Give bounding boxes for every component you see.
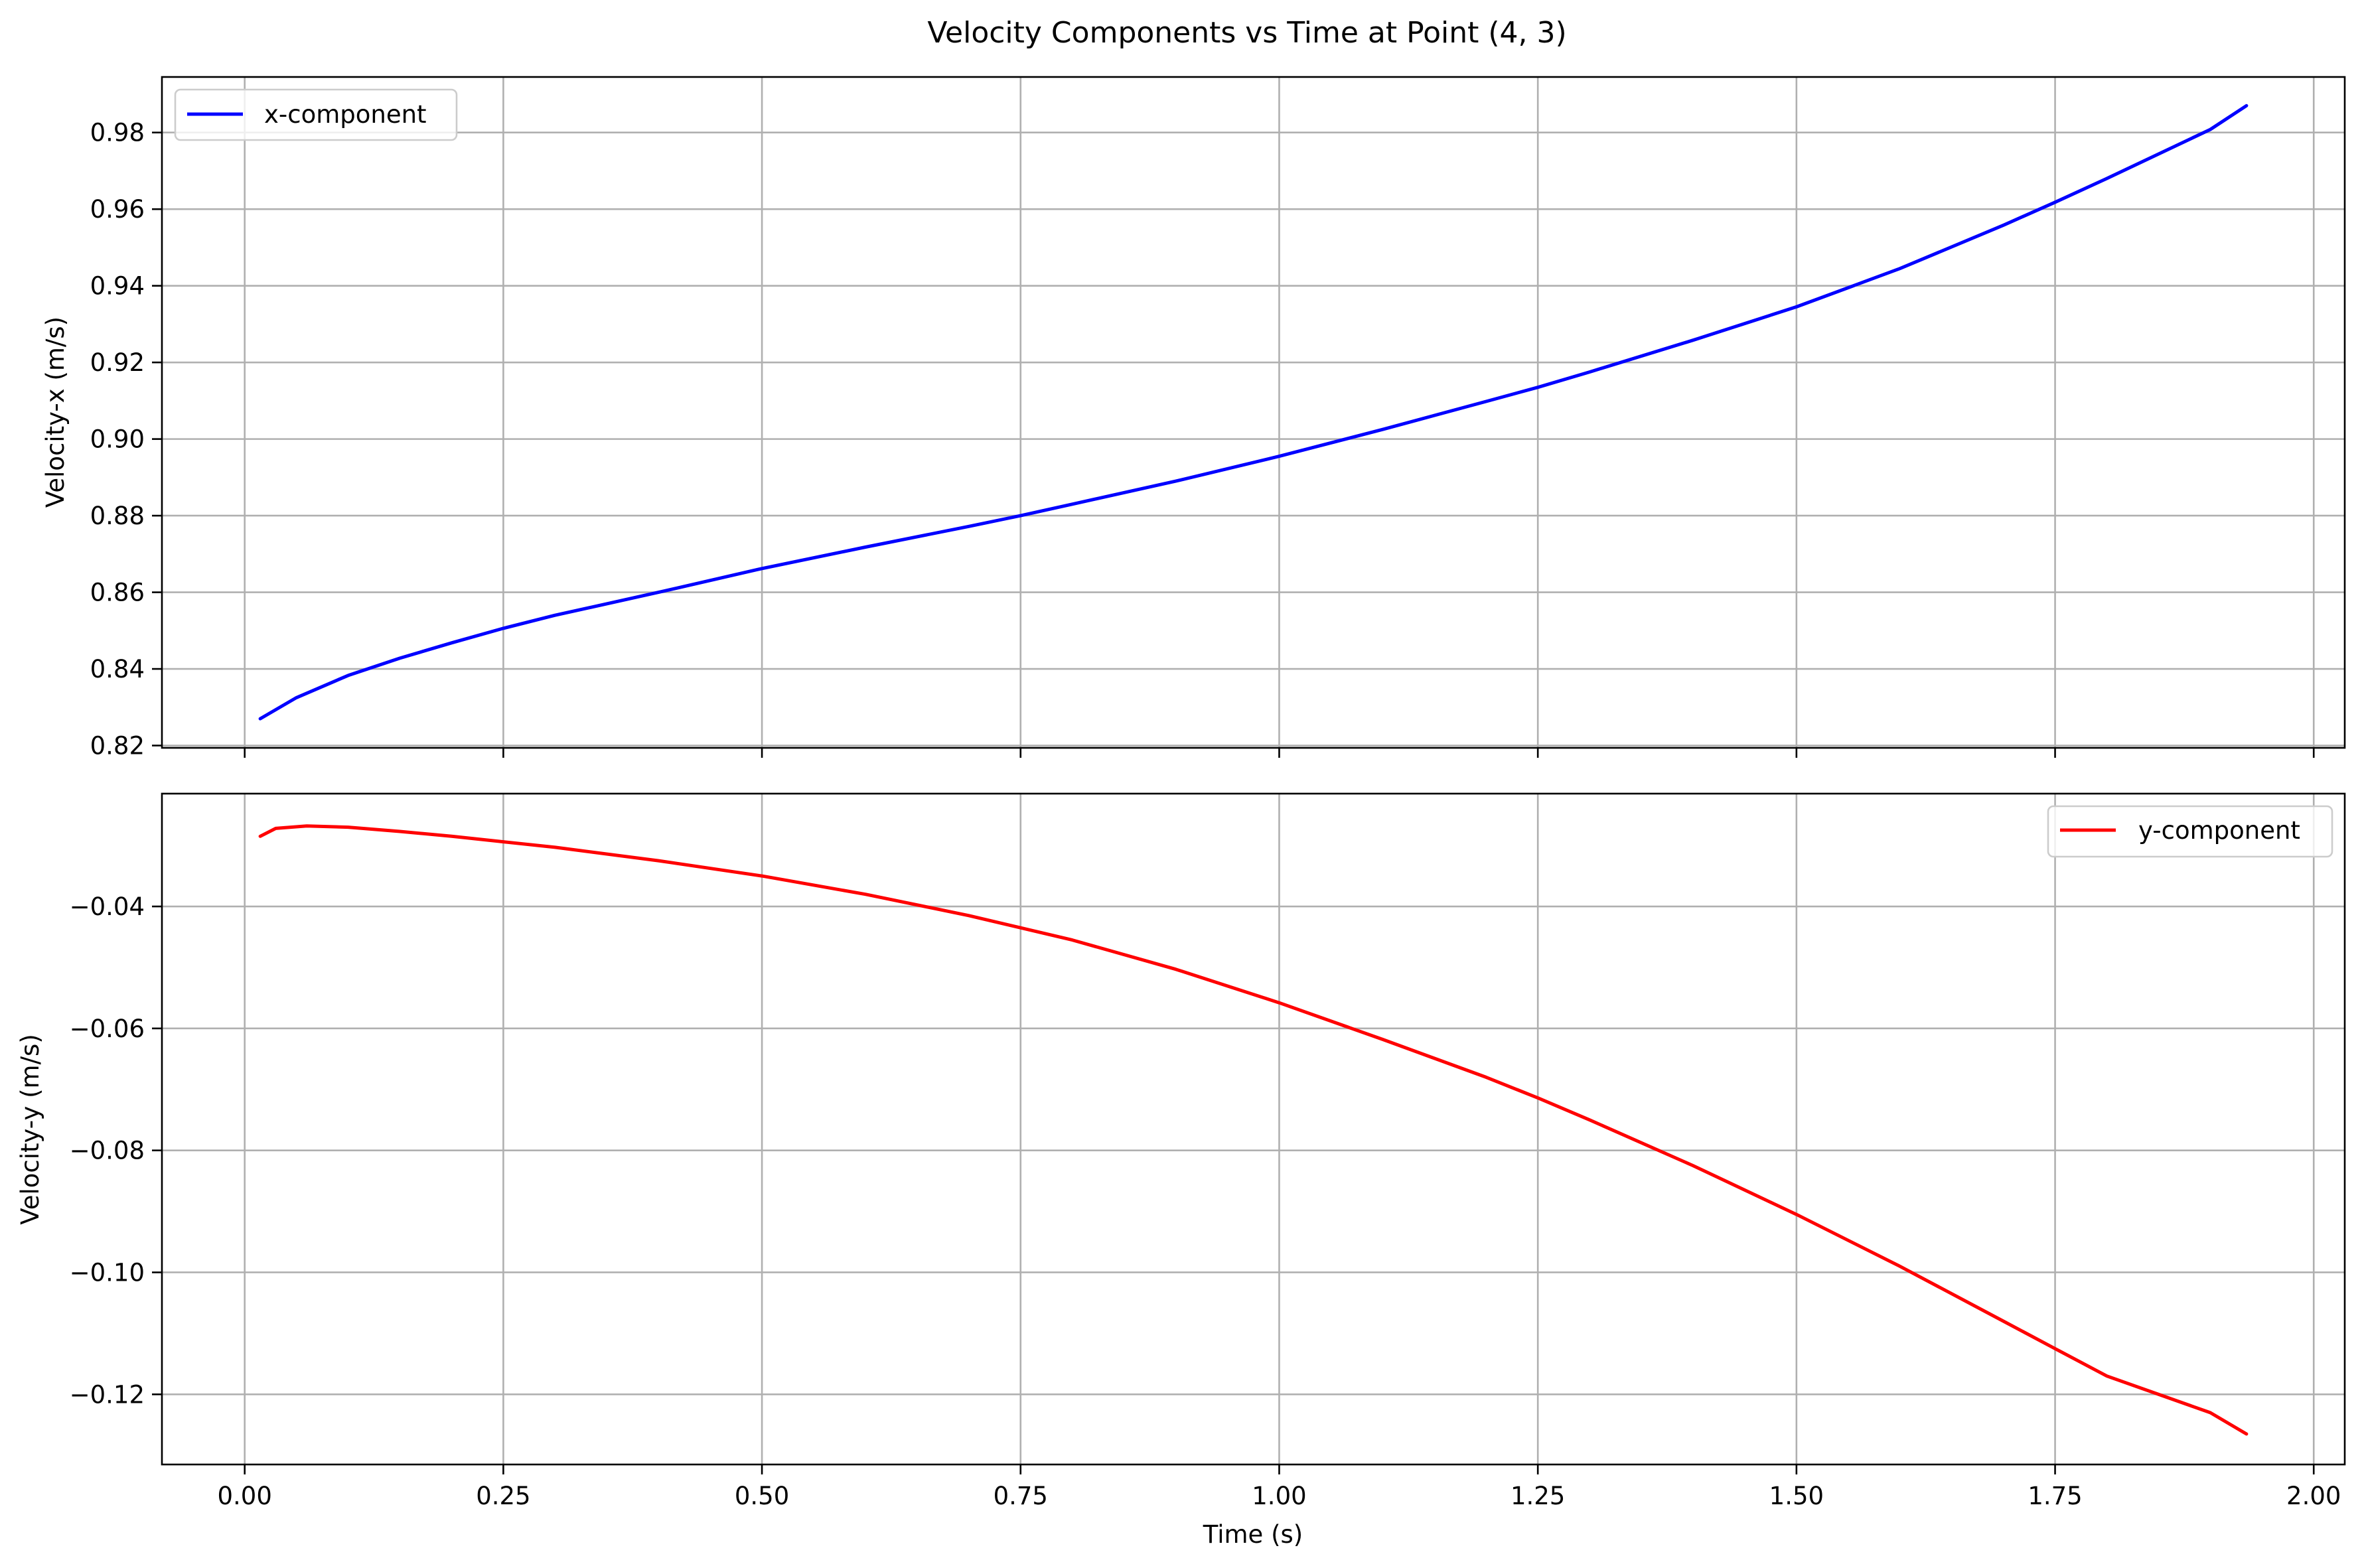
velocity-y-ytick-label: −0.08 xyxy=(70,1137,145,1165)
velocity-y-ytick-label: −0.12 xyxy=(70,1380,145,1409)
velocity-x-ytick-label: 0.86 xyxy=(90,579,145,607)
velocity-x-ytick-label: 0.96 xyxy=(90,195,145,224)
velocity-y-xtick-label: 2.00 xyxy=(2286,1482,2341,1510)
velocity-y-ytick-label: −0.04 xyxy=(70,892,145,921)
velocity-x-series xyxy=(258,104,2249,721)
velocity-y-grid xyxy=(162,794,2345,1464)
velocity-y-ylabel: Velocity-y (m/s) xyxy=(16,1034,44,1225)
figure-title: Velocity Components vs Time at Point (4,… xyxy=(927,16,1566,50)
velocity-y-xtick-label: 1.75 xyxy=(2028,1482,2082,1510)
velocity-x-grid xyxy=(162,77,2345,748)
series-line-y-component xyxy=(258,824,2249,1436)
velocity-y-xtick-label: 0.00 xyxy=(218,1482,272,1510)
velocity-y-xtick-label: 0.50 xyxy=(735,1482,789,1510)
velocity-y-legend: y-component xyxy=(2047,805,2333,858)
legend-label-y-component: y-component xyxy=(2138,816,2300,845)
velocity-x-plot-frame xyxy=(161,76,2346,749)
velocity-y-xtick-label: 1.50 xyxy=(1769,1482,1824,1510)
velocity-x-ytick-label: 0.82 xyxy=(90,732,145,760)
velocity-y-xtick-label: 0.25 xyxy=(476,1482,530,1510)
velocity-x-ytick-label: 0.84 xyxy=(90,655,145,683)
velocity-x-ytick-label: 0.94 xyxy=(90,272,145,301)
velocity-y-panel: 0.00 0.25 0.50 0.75 1.00 1.25 1.50 1.75 2.00 −0.1… xyxy=(16,792,2346,1549)
velocity-x-panel: 0.82 0.84 0.86 0.88 0.90 0.92 0.94 0.96 0.98 Vel… xyxy=(41,76,2346,760)
series-line-x-component xyxy=(258,104,2249,721)
velocity-x-ytick-label: 0.98 xyxy=(90,119,145,147)
velocity-x-legend: x-component xyxy=(174,88,458,141)
velocity-y-series xyxy=(258,824,2249,1436)
velocity-x-ytick-label: 0.92 xyxy=(90,348,145,377)
velocity-x-ytick-label: 0.88 xyxy=(90,502,145,530)
velocity-y-plot-frame xyxy=(161,792,2346,1466)
velocity-x-ticks: 0.82 0.84 0.86 0.88 0.90 0.92 0.94 0.96 0.98 xyxy=(90,119,2315,760)
velocity-y-ticks: 0.00 0.25 0.50 0.75 1.00 1.25 1.50 1.75 2.00 −0.1… xyxy=(70,892,2341,1510)
velocity-y-legend-box xyxy=(2047,805,2333,858)
velocity-x-ylabel: Velocity-x (m/s) xyxy=(41,317,70,508)
time-xlabel: Time (s) xyxy=(1203,1520,1303,1549)
velocity-y-xtick-label: 0.75 xyxy=(994,1482,1048,1510)
velocity-y-xtick-label: 1.25 xyxy=(1511,1482,1565,1510)
velocity-y-xtick-label: 1.00 xyxy=(1252,1482,1306,1510)
velocity-x-legend-box xyxy=(174,88,458,141)
legend-label-x-component: x-component xyxy=(264,100,427,129)
velocity-y-ytick-label: −0.06 xyxy=(70,1015,145,1043)
velocity-x-ytick-label: 0.90 xyxy=(90,425,145,454)
velocity-y-ytick-label: −0.10 xyxy=(70,1258,145,1287)
